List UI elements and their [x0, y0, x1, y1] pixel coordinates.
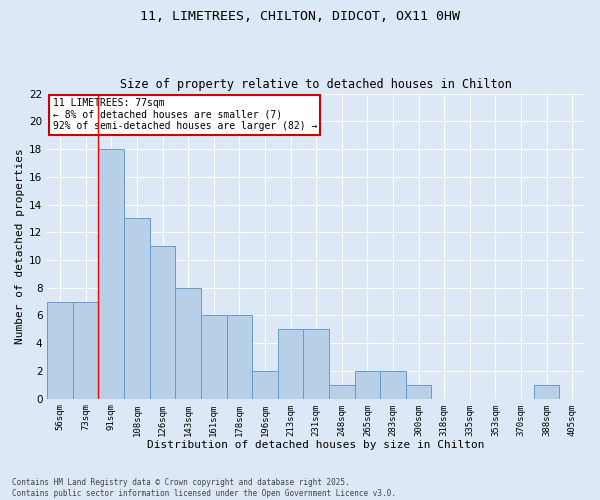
Bar — [150, 246, 175, 398]
X-axis label: Distribution of detached houses by size in Chilton: Distribution of detached houses by size … — [148, 440, 485, 450]
Bar — [278, 330, 304, 398]
Title: Size of property relative to detached houses in Chilton: Size of property relative to detached ho… — [120, 78, 512, 91]
Bar — [380, 371, 406, 398]
Bar — [406, 385, 431, 398]
Bar — [175, 288, 201, 399]
Bar — [252, 371, 278, 398]
Bar — [98, 149, 124, 398]
Text: Contains HM Land Registry data © Crown copyright and database right 2025.
Contai: Contains HM Land Registry data © Crown c… — [12, 478, 396, 498]
Bar — [227, 316, 252, 398]
Bar — [355, 371, 380, 398]
Bar — [47, 302, 73, 398]
Y-axis label: Number of detached properties: Number of detached properties — [15, 148, 25, 344]
Bar — [329, 385, 355, 398]
Bar — [201, 316, 227, 398]
Text: 11 LIMETREES: 77sqm
← 8% of detached houses are smaller (7)
92% of semi-detached: 11 LIMETREES: 77sqm ← 8% of detached hou… — [53, 98, 317, 132]
Text: 11, LIMETREES, CHILTON, DIDCOT, OX11 0HW: 11, LIMETREES, CHILTON, DIDCOT, OX11 0HW — [140, 10, 460, 23]
Bar — [73, 302, 98, 398]
Bar — [124, 218, 150, 398]
Bar — [534, 385, 559, 398]
Bar — [304, 330, 329, 398]
